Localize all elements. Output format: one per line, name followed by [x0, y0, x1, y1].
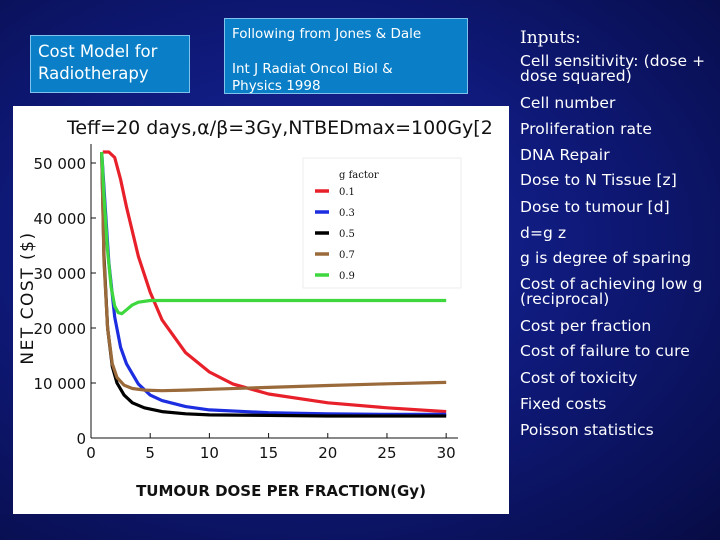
inputs-list: Cell sensitivity: (dose + dose squared) … [520, 52, 715, 439]
legend-label: 0.1 [339, 187, 355, 198]
input-item: Dose to tumour [d] [520, 198, 670, 216]
y-tick-label: 40 000 [34, 210, 87, 228]
input-item: Cost per fraction [520, 317, 652, 335]
x-tick-label: 10 [200, 444, 219, 462]
input-item: Cost of failure to cure [520, 342, 690, 360]
slide-title-line-2: Radiotherapy [38, 64, 149, 83]
legend-box [302, 157, 462, 289]
inputs-heading: Inputs: [520, 28, 581, 48]
reference-line-1: Following from Jones & Dale [232, 26, 422, 42]
series-line-0.1 [102, 150, 447, 414]
y-tick-label: 30 000 [34, 265, 87, 283]
reference-line-3: Physics 1998 [232, 78, 321, 94]
series-line-0.7 [100, 151, 447, 393]
legend-title: g factor [339, 170, 379, 181]
x-tick-label: 15 [259, 444, 278, 462]
y-axis-label: NET COST ($) [18, 231, 38, 364]
y-tick-label: 10 000 [34, 375, 87, 393]
x-tick-label: 20 [318, 444, 337, 462]
input-item: Cost of toxicity [520, 369, 638, 387]
input-item: Cell sensitivity: (dose + dose squared) [520, 52, 706, 85]
reference-line-2: Int J Radiat Oncol Biol & [232, 61, 393, 77]
legend: g factor 0.1 0.3 0.5 0.7 0.9 [302, 157, 462, 289]
input-item: Poisson statistics [520, 421, 654, 439]
cost-chart: Teff=20 days,α/β=3Gy,NTBEDmax=100Gy[2 NE… [18, 117, 493, 500]
legend-label: 0.3 [339, 208, 355, 219]
input-item: Cost of achieving low g (reciprocal) [520, 275, 703, 308]
input-item: Cell number [520, 94, 616, 112]
input-item: Proliferation rate [520, 120, 652, 138]
inputs-panel: Inputs: Cell sensitivity: (dose + dose s… [520, 28, 715, 448]
chart-title: Teff=20 days,α/β=3Gy,NTBEDmax=100Gy[2 [66, 117, 493, 139]
legend-label: 0.9 [339, 271, 355, 282]
input-item: d=g z [520, 224, 567, 242]
input-item: g is degree of sparing [520, 249, 692, 267]
x-tick-label: 25 [377, 444, 396, 462]
slide-title-box: Cost Model for Radiotherapy [30, 35, 190, 93]
input-item: DNA Repair [520, 146, 610, 164]
y-tick-label: 50 000 [34, 155, 87, 173]
legend-label: 0.5 [339, 229, 355, 240]
slide-title-line-1: Cost Model for [38, 42, 158, 61]
legend-label: 0.7 [339, 250, 355, 261]
y-tick-label: 20 000 [34, 320, 87, 338]
input-item: Dose to N Tissue [z] [520, 171, 677, 189]
reference-box: Following from Jones & Dale Int J Radiat… [224, 18, 468, 94]
x-tick-label: 30 [437, 444, 456, 462]
x-tick-label: 0 [86, 444, 96, 462]
chart-panel: Teff=20 days,α/β=3Gy,NTBEDmax=100Gy[2 NE… [13, 106, 509, 514]
x-tick-label: 5 [145, 444, 155, 462]
x-axis-label: TUMOUR DOSE PER FRACTION(Gy) [136, 482, 426, 500]
series-line-0.9 [100, 151, 447, 316]
y-tick-label: 0 [76, 430, 86, 448]
input-item: Fixed costs [520, 395, 607, 413]
